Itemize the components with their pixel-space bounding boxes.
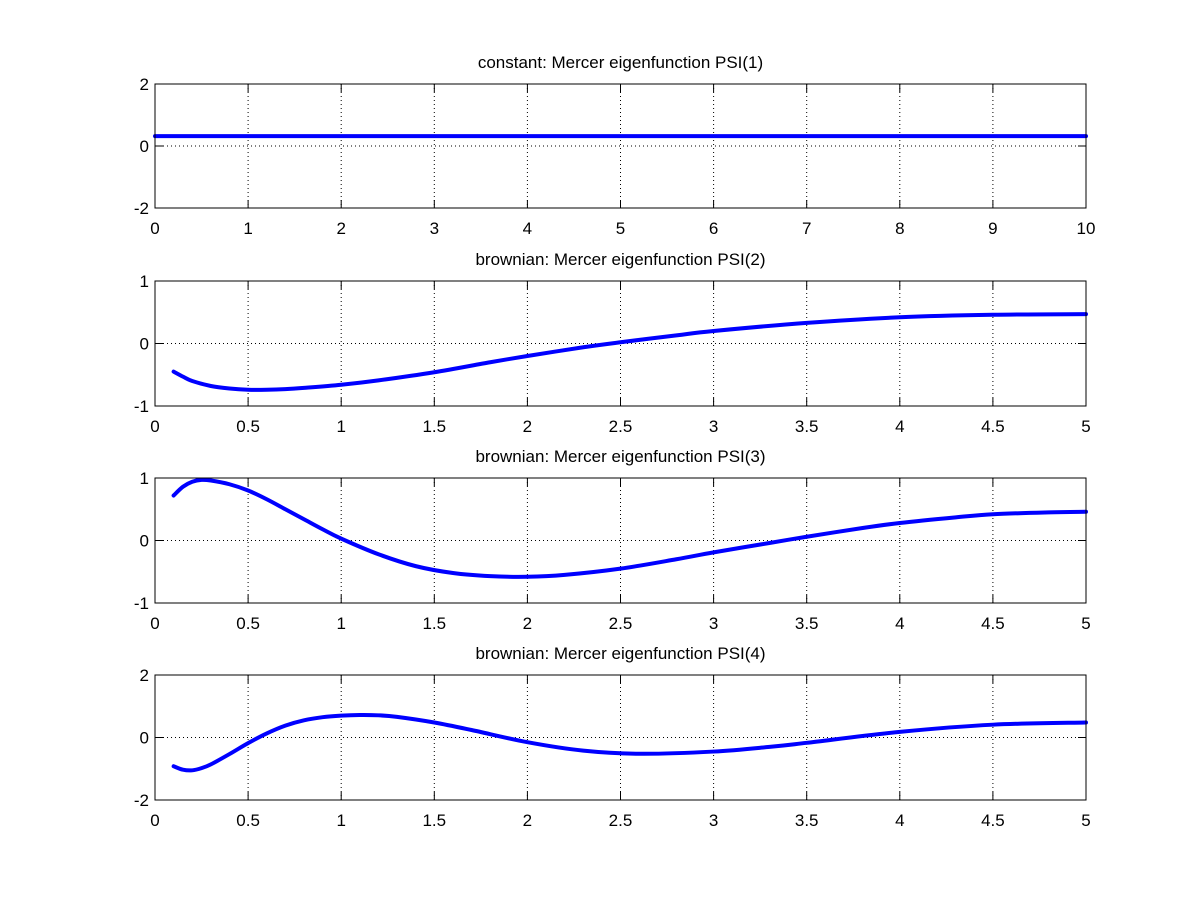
plot-area [155,675,1086,800]
x-tick-label: 5 [1081,417,1090,436]
x-tick-label: 7 [802,219,811,238]
x-tick-label: 10 [1077,219,1096,238]
x-tick-label: 4.5 [981,614,1005,633]
y-tick-label: 0 [140,532,149,551]
x-tick-label: 1.5 [422,614,446,633]
plot-area [155,478,1086,603]
x-tick-label: 0 [150,614,159,633]
x-tick-label: 1.5 [422,811,446,830]
x-tick-label: 3 [430,219,439,238]
y-tick-label: -2 [134,199,149,218]
x-tick-label: 1 [243,219,252,238]
y-tick-label: 1 [140,272,149,291]
x-tick-label: 5 [616,219,625,238]
x-tick-label: 2 [523,417,532,436]
series-line [171,312,1088,392]
x-tick-label: 2 [336,219,345,238]
x-tick-label: 3.5 [795,417,819,436]
x-tick-label: 1 [336,417,345,436]
x-tick-label: 6 [709,219,718,238]
x-tick-label: 1.5 [422,417,446,436]
x-tick-label: 2 [523,811,532,830]
subplot-title: brownian: Mercer eigenfunction PSI(3) [475,447,765,466]
x-tick-label: 4.5 [981,417,1005,436]
x-tick-label: 0.5 [236,417,260,436]
x-tick-label: 2.5 [609,417,633,436]
x-tick-label: 4 [895,811,904,830]
y-tick-label: 0 [140,729,149,748]
x-tick-label: 5 [1081,614,1090,633]
series-line [171,712,1088,773]
x-tick-label: 9 [988,219,997,238]
x-tick-label: 0 [150,811,159,830]
x-tick-label: 0.5 [236,614,260,633]
x-tick-label: 4 [523,219,532,238]
plot-area [155,84,1086,208]
y-tick-label: -1 [134,594,149,613]
x-tick-label: 8 [895,219,904,238]
x-tick-label: 5 [1081,811,1090,830]
x-tick-label: 0 [150,417,159,436]
x-tick-label: 0.5 [236,811,260,830]
subplot-title: brownian: Mercer eigenfunction PSI(4) [475,644,765,663]
y-tick-label: 0 [140,137,149,156]
y-tick-label: -1 [134,397,149,416]
x-tick-label: 2.5 [609,614,633,633]
x-tick-label: 3 [709,417,718,436]
x-tick-label: 3.5 [795,811,819,830]
y-tick-label: 2 [140,666,149,685]
x-tick-label: 2 [523,614,532,633]
x-tick-label: 4.5 [981,811,1005,830]
x-tick-label: 3 [709,614,718,633]
x-tick-label: 1 [336,614,345,633]
x-tick-label: 4 [895,417,904,436]
subplot-title: constant: Mercer eigenfunction PSI(1) [478,53,763,72]
y-tick-label: 2 [140,75,149,94]
x-tick-label: 0 [150,219,159,238]
x-tick-label: 3 [709,811,718,830]
y-tick-label: 0 [140,335,149,354]
y-tick-label: 1 [140,469,149,488]
x-tick-label: 3.5 [795,614,819,633]
x-tick-label: 1 [336,811,345,830]
x-tick-label: 4 [895,614,904,633]
subplot-title: brownian: Mercer eigenfunction PSI(2) [475,250,765,269]
y-tick-label: -2 [134,791,149,810]
x-tick-label: 2.5 [609,811,633,830]
series-line [171,477,1088,579]
